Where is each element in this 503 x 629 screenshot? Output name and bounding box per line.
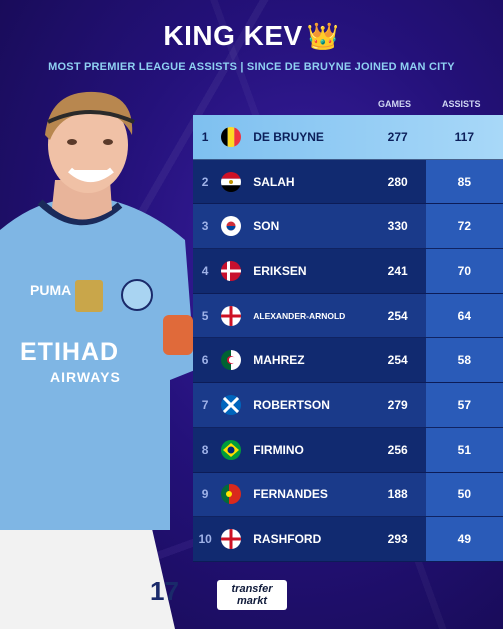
page-title: KING KEV 👑 [0,20,503,52]
player-name: DE BRUYNE [253,129,324,144]
page-subtitle: MOST PREMIER LEAGUE ASSISTS | SINCE DE B… [48,61,455,73]
player-name: SALAH [253,174,295,189]
games-value: 254 [387,308,408,323]
games-value: 330 [387,219,408,234]
scotland-flag-icon [221,394,242,415]
player-name: SON [253,219,280,234]
logo-line1: transfer [231,583,273,595]
rank-number: 1 [201,129,209,144]
player-name: MAHREZ [253,353,305,368]
assists-value: 70 [425,249,503,293]
shirt-sponsor-sub: AIRWAYS [50,369,121,385]
denmark-flag-icon [221,260,242,281]
assists-value: 72 [425,204,503,249]
title-text: KING KEV [163,20,303,51]
rank-number: 3 [201,219,209,234]
player-name: RASHFORD [253,532,322,547]
south-korea-flag-icon [221,216,242,237]
svg-text:PUMA: PUMA [30,282,71,298]
games-value: 293 [387,532,408,547]
rank-number: 2 [201,174,209,189]
player-name: ROBERTSON [253,397,330,412]
rank-number: 6 [201,353,209,368]
table-row: 8 FIRMINO 256 51 [193,427,503,473]
player-illustration: 17 ETIHAD AIRWAYS PUMA [0,91,195,629]
col-header-assists: ASSISTS [442,99,481,109]
table-row: 6 MAHREZ 254 58 [193,338,503,384]
player-name: FERNANDES [253,487,328,502]
table-row: 1 DE BRUYNE 277 117 [193,115,503,160]
table-row: 7 ROBERTSON 279 57 [193,383,503,428]
belgium-flag-icon [221,126,242,147]
games-value: 256 [387,442,408,457]
rank-number: 4 [201,263,209,278]
shirt-sponsor: ETIHAD [20,338,119,366]
games-value: 188 [387,487,408,502]
assists-table: 1 DE BRUYNE 277 117 2 SALAH 280 85 3 SON 330 72 4 ERI… [193,115,503,562]
table-row: 10 RASHFORD 293 49 [193,517,503,562]
games-value: 254 [387,353,408,368]
games-value: 279 [387,397,408,412]
table-row: 5 ALEXANDER-ARNOLD 254 64 [193,293,503,339]
brazil-flag-icon [221,439,242,460]
player-name: ERIKSEN [253,263,307,278]
logo-line2: markt [237,595,267,607]
rank-number: 10 [198,532,212,547]
egypt-flag-icon [221,171,242,192]
games-value: 277 [387,129,408,144]
assists-value: 117 [454,129,475,144]
games-value: 241 [387,263,408,278]
table-row: 3 SON 330 72 [193,204,503,250]
transfermarkt-logo: transfer markt [217,580,287,610]
assists-value: 50 [425,472,503,517]
rank-number: 5 [201,308,209,323]
rank-number: 9 [201,487,209,502]
england-flag-icon [221,305,242,326]
table-row: 4 ERIKSEN 241 70 [193,249,503,294]
algeria-flag-icon [221,350,242,371]
england-flag-icon [221,529,242,550]
shirt-number: 17 [150,576,179,606]
player-name: FIRMINO [253,442,304,457]
assists-value: 58 [425,338,503,383]
assists-value: 49 [425,517,503,561]
assists-value: 85 [425,159,503,204]
portugal-flag-icon [221,484,242,505]
crown-icon: 👑 [306,21,340,51]
assists-value: 57 [425,383,503,427]
table-row: 9 FERNANDES 188 50 [193,472,503,518]
col-header-games: GAMES [378,99,412,109]
assists-value: 64 [425,293,503,338]
rank-number: 8 [201,442,209,457]
player-name: ALEXANDER-ARNOLD [253,310,346,321]
table-row: 2 SALAH 280 85 [193,159,503,205]
games-value: 280 [387,174,408,189]
assists-value: 51 [425,427,503,472]
rank-number: 7 [201,397,209,412]
